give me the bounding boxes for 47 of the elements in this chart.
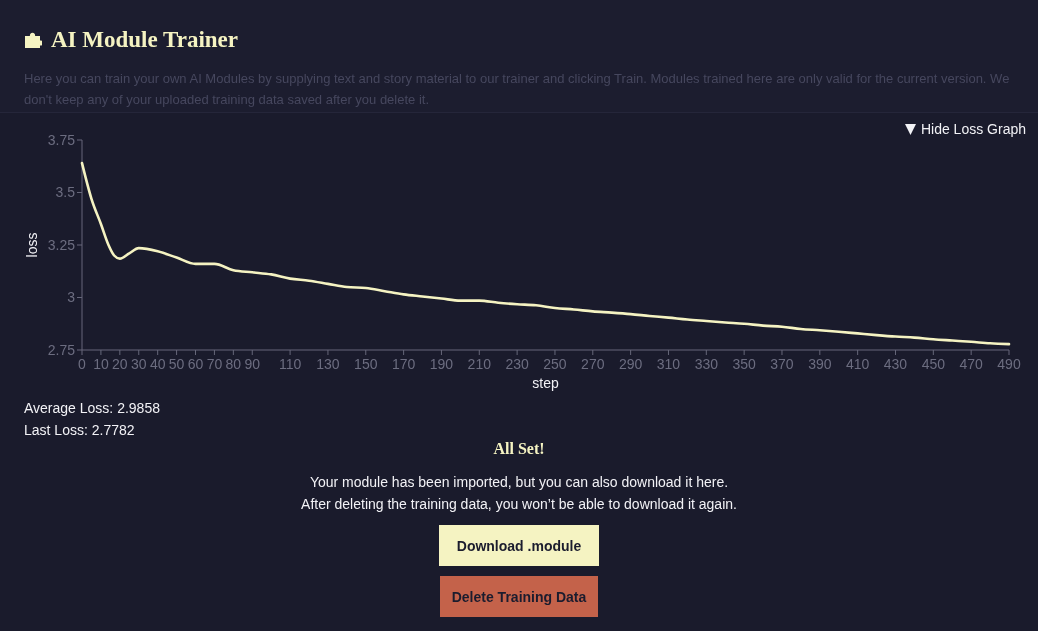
x-tick-label: 190 bbox=[429, 356, 454, 372]
y-axis-title: loss bbox=[24, 232, 40, 258]
x-tick-label: 80 bbox=[225, 356, 242, 372]
x-tick-label: 230 bbox=[505, 356, 530, 372]
x-tick-label: 90 bbox=[244, 356, 261, 372]
x-axis-title: step bbox=[532, 375, 559, 391]
text: Your module has been imported, but you can also download it here. bbox=[309, 474, 729, 490]
delete-button[interactable]: Delete Training Data bbox=[439, 576, 599, 617]
y-tick-label: 2.75 bbox=[47, 341, 76, 358]
x-tick-label: 430 bbox=[883, 356, 908, 372]
x-tick-label: 70 bbox=[206, 356, 223, 372]
x-tick-label: 10 bbox=[93, 356, 109, 372]
x-tick-label: 450 bbox=[921, 356, 946, 372]
x-tick-label: 20 bbox=[112, 356, 128, 372]
x-tick-label: 310 bbox=[656, 356, 681, 372]
x-tick-label: 370 bbox=[770, 356, 794, 372]
download-button[interactable]: Download .module bbox=[438, 525, 600, 566]
x-tick-label: 0 bbox=[78, 356, 87, 372]
x-tick-label: 210 bbox=[467, 356, 492, 372]
chart-title: AI Module Trainer bbox=[51, 27, 238, 53]
x-tick-label: 40 bbox=[149, 356, 166, 372]
x-tick-label: 50 bbox=[168, 356, 185, 372]
x-tick-label: 270 bbox=[581, 356, 605, 372]
x-tick-label: 390 bbox=[808, 356, 832, 372]
x-tick-label: 290 bbox=[618, 356, 643, 372]
y-tick-label: 3.5 bbox=[55, 184, 76, 201]
y-tick-label: 3 bbox=[67, 289, 76, 306]
x-tick-label: 250 bbox=[543, 356, 567, 372]
x-tick-label: 330 bbox=[694, 356, 719, 372]
x-tick-label: 130 bbox=[316, 356, 340, 372]
text: All Set! bbox=[493, 440, 545, 457]
x-tick-label: 470 bbox=[959, 356, 984, 372]
text: After deleting the training data, you won’t be able to download it again. bbox=[301, 496, 737, 512]
x-tick-label: 30 bbox=[130, 356, 147, 372]
text: Average Loss: 2.9858 bbox=[24, 400, 160, 416]
x-tick-label: 410 bbox=[845, 356, 870, 372]
x-tick-label: 490 bbox=[997, 356, 1021, 372]
text: Hide Loss Graph bbox=[920, 121, 1026, 137]
line-series bbox=[80, 161, 1011, 346]
y-tick-label: 3.75 bbox=[47, 131, 76, 148]
x-tick-label: 110 bbox=[278, 356, 302, 372]
text: Last Loss: 2.7782 bbox=[24, 422, 135, 438]
y-tick-label: 3.25 bbox=[47, 236, 76, 253]
x-tick-label: 170 bbox=[391, 356, 416, 372]
x-tick-label: 350 bbox=[732, 356, 757, 372]
x-tick-label: 60 bbox=[187, 356, 204, 372]
x-tick-label: 150 bbox=[354, 356, 378, 372]
